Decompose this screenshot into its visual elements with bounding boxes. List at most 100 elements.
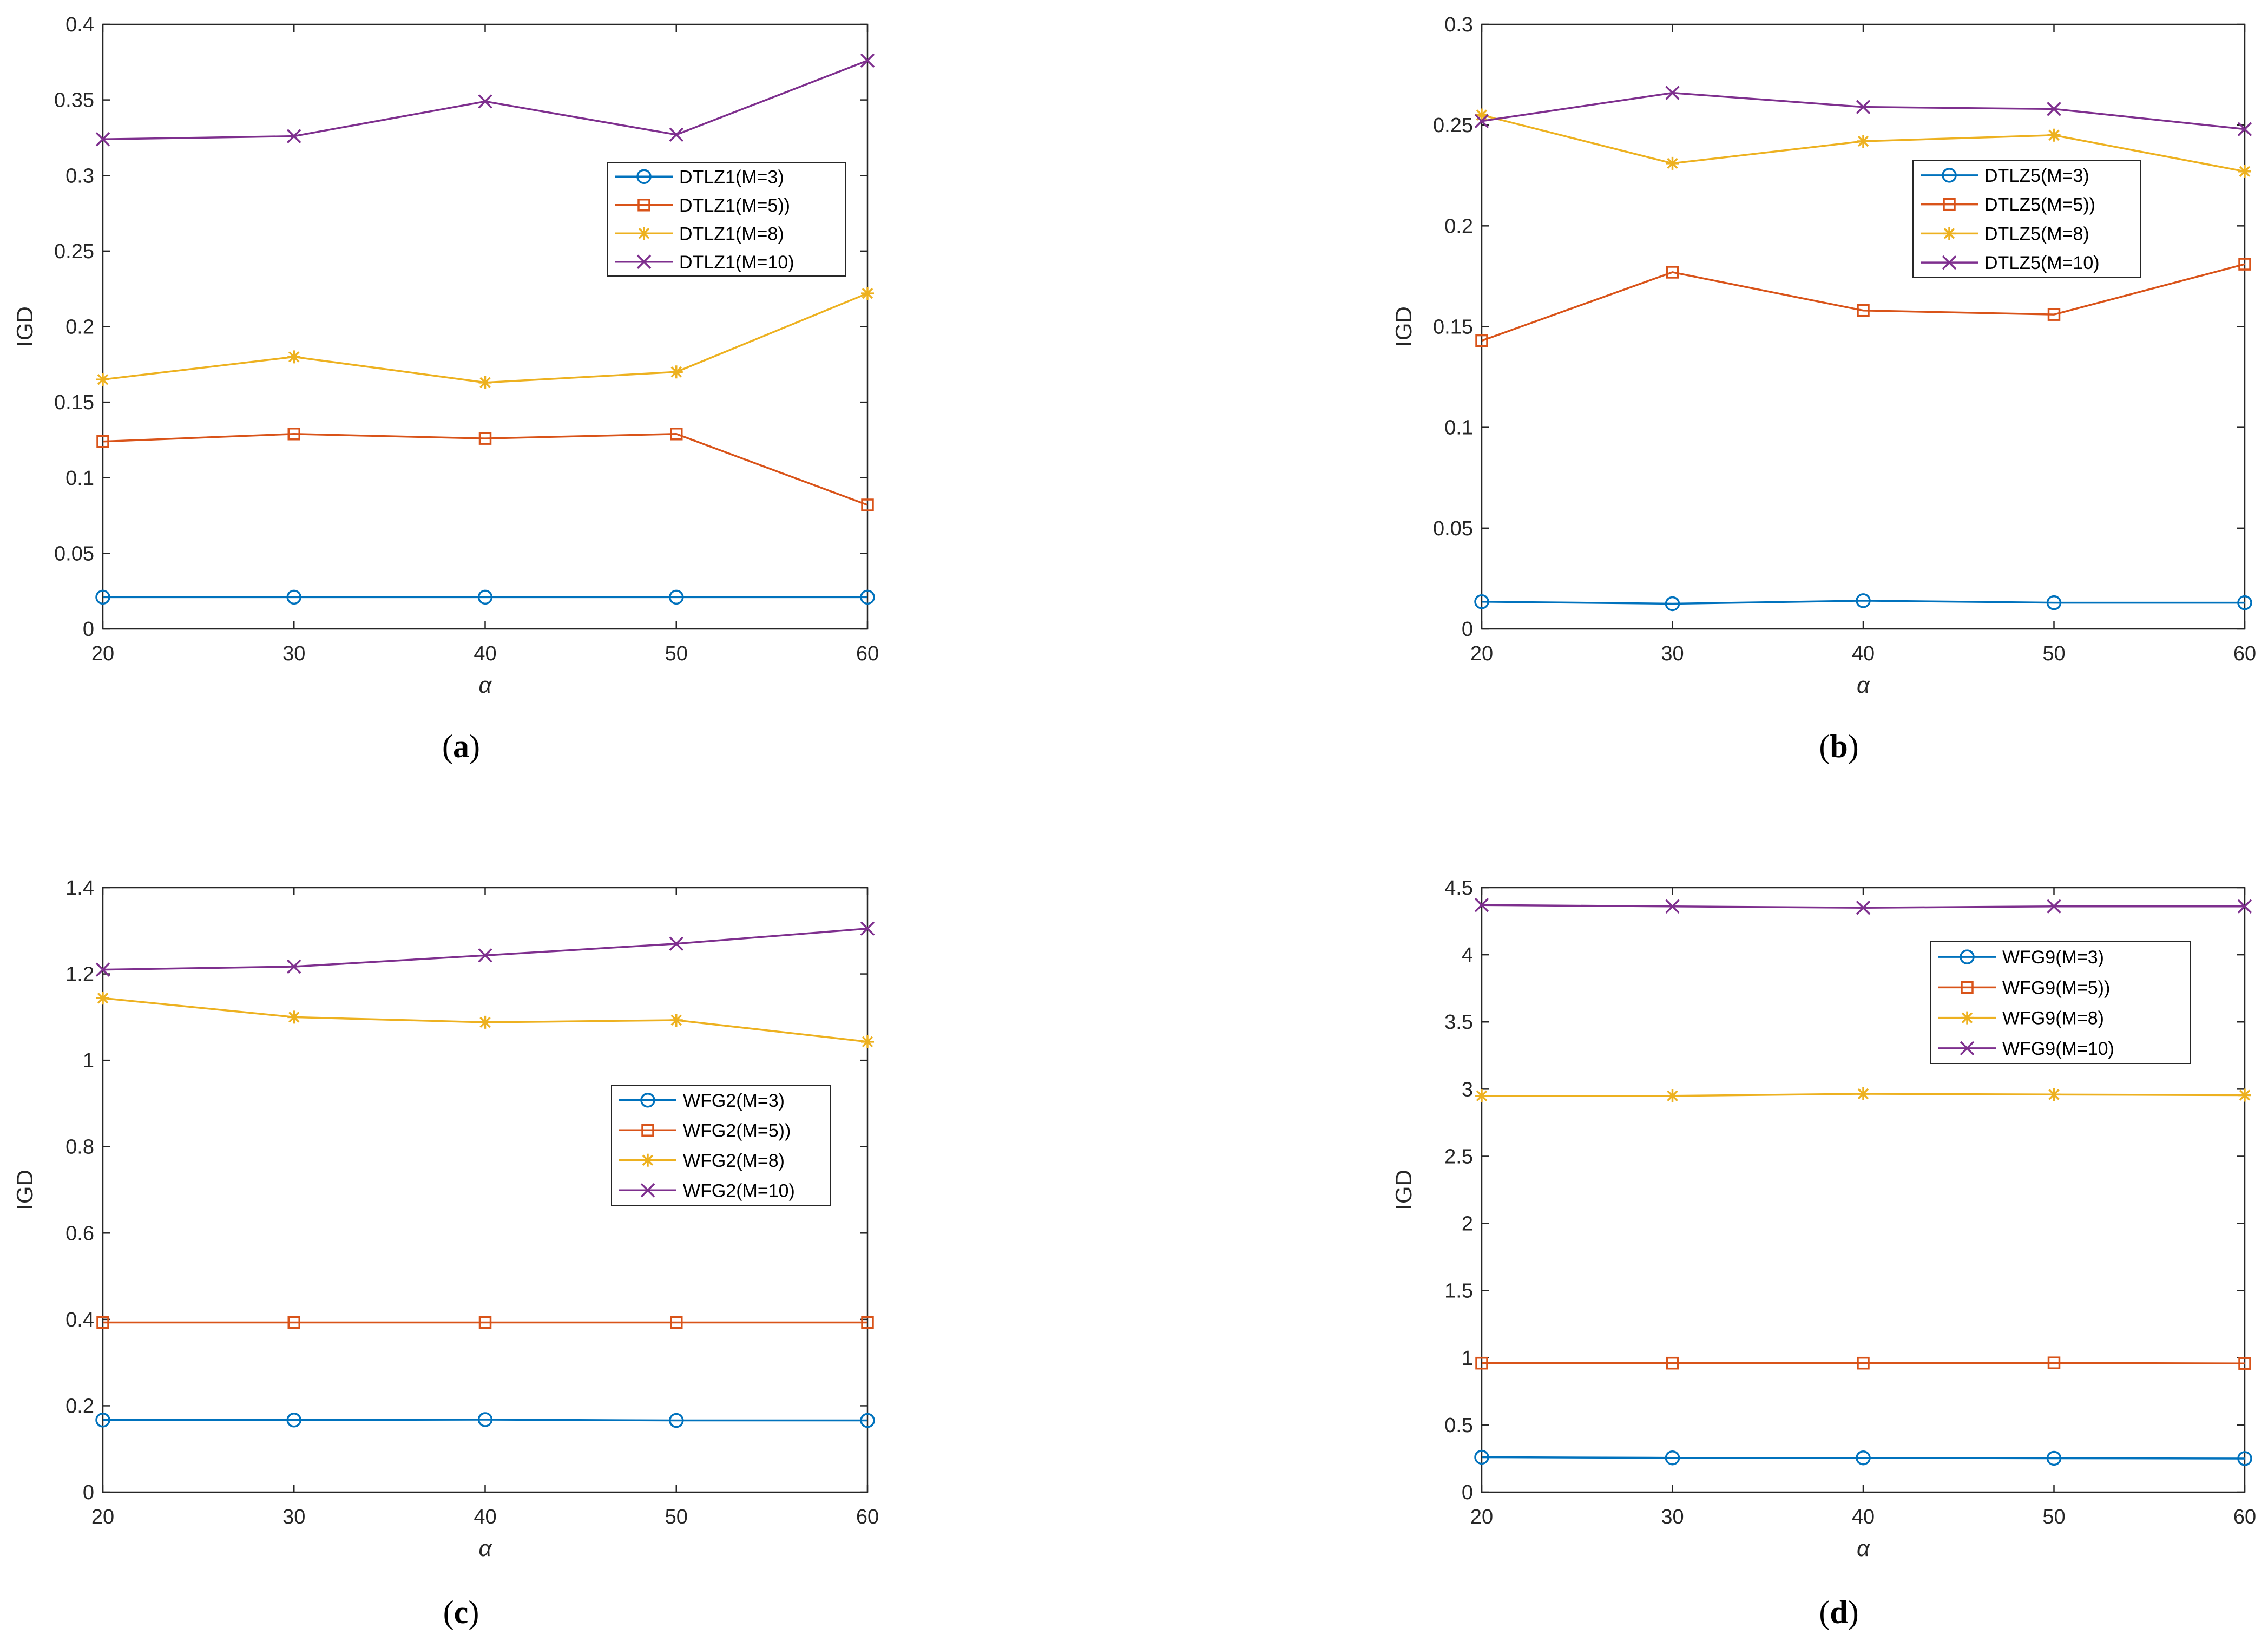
data-point	[96, 1316, 109, 1329]
data-point	[860, 53, 875, 68]
data-point	[1666, 156, 1679, 170]
data-point	[1474, 114, 1489, 128]
caption-a: (a)	[442, 728, 480, 764]
legend-marker	[1960, 949, 1975, 964]
y-tick-label: 1.2	[65, 963, 94, 986]
x-tick-label: 60	[2233, 1506, 2256, 1528]
legend-marker	[1961, 1011, 1974, 1025]
legend-entry: DTLZ1(M=5))	[679, 195, 790, 216]
data-point	[1856, 1450, 1871, 1466]
plot-area-a	[102, 23, 869, 630]
y-tick-label: 0.4	[65, 1309, 94, 1331]
caption-d: (d)	[1819, 1594, 1859, 1630]
data-point	[669, 127, 683, 142]
y-tick-label: 0.1	[1444, 417, 1473, 439]
x-tick-label: 20	[91, 1506, 114, 1528]
x-tick-label: 20	[91, 642, 114, 665]
y-axis-label: IGD	[12, 1170, 37, 1210]
y-tick-label: 1.5	[1444, 1280, 1473, 1303]
series-line-1	[1481, 600, 2245, 605]
legend-entry: DTLZ1(M=8)	[679, 224, 784, 244]
x-tick-label: 60	[2233, 642, 2256, 665]
legend-marker	[1942, 168, 1957, 183]
legend-marker	[641, 1124, 654, 1137]
data-point	[1666, 1089, 1679, 1102]
x-tick-label: 50	[665, 642, 688, 665]
data-point	[669, 589, 684, 605]
data-point	[1666, 1356, 1679, 1370]
y-axis-label: IGD	[1391, 1170, 1416, 1210]
data-point	[2046, 1450, 2062, 1466]
y-tick-label: 0.05	[54, 542, 94, 565]
data-point	[1666, 266, 1679, 279]
data-point	[1475, 108, 1488, 122]
data-point	[477, 1412, 493, 1427]
data-point	[2238, 258, 2251, 271]
data-point	[2237, 122, 2252, 136]
data-point	[860, 921, 875, 936]
data-point	[287, 129, 301, 143]
x-axis-label: α	[479, 672, 492, 698]
legend-entry: WFG2(M=8)	[683, 1151, 785, 1171]
data-point	[670, 428, 683, 441]
y-tick-label: 0	[83, 1481, 94, 1504]
data-point	[1665, 1450, 1680, 1466]
x-tick-label: 60	[856, 642, 879, 665]
data-point	[2047, 308, 2061, 321]
legend-entry: WFG2(M=10)	[683, 1180, 795, 1201]
data-point	[861, 498, 874, 511]
legend-entry: DTLZ5(M=5))	[1984, 195, 2095, 215]
x-tick-label: 20	[1470, 1506, 1493, 1528]
plot-area-b	[1481, 23, 2246, 630]
data-point	[287, 959, 301, 974]
data-point	[670, 1316, 683, 1329]
data-point	[2238, 1357, 2251, 1370]
data-point	[860, 1413, 875, 1428]
y-tick-label: 1	[1462, 1347, 1473, 1370]
data-point	[478, 1316, 492, 1329]
caption-d-label: d	[1830, 1594, 1848, 1630]
legend-marker	[1961, 981, 1974, 994]
data-point	[669, 1013, 683, 1027]
legend-entry: WFG9(M=8)	[2002, 1008, 2104, 1029]
y-tick-label: 0.25	[54, 240, 94, 263]
legend-marker	[637, 199, 650, 212]
legend-marker	[1942, 255, 1957, 270]
series-line-2	[102, 433, 868, 506]
series-line-1	[103, 1419, 867, 1422]
caption-b-label: b	[1830, 728, 1848, 764]
x-tick-label: 40	[1852, 642, 1875, 665]
legend-entry: WFG9(M=5))	[2002, 977, 2110, 998]
data-point	[861, 1035, 874, 1048]
caption-b: (b)	[1819, 728, 1859, 764]
legend-box-d	[1930, 941, 2191, 1064]
y-tick-label: 0.6	[65, 1222, 94, 1245]
data-point	[287, 428, 300, 441]
data-point	[1665, 596, 1680, 612]
y-tick-label: 0.5	[1444, 1414, 1473, 1437]
caption-a-label: a	[453, 728, 469, 764]
x-tick-label: 50	[665, 1506, 688, 1528]
data-point	[287, 1010, 301, 1024]
y-tick-label: 3	[1462, 1078, 1473, 1101]
y-tick-label: 0	[83, 618, 94, 641]
data-point	[669, 365, 683, 379]
data-point	[1856, 100, 1871, 114]
series-line-1	[1481, 1456, 2245, 1460]
legend-marker	[640, 1093, 655, 1108]
y-tick-label: 0.1	[65, 467, 94, 490]
data-point	[1665, 899, 1680, 914]
data-point	[287, 1316, 300, 1329]
y-tick-label: 1	[83, 1049, 94, 1072]
legend-box-b	[1912, 160, 2141, 278]
legend-entry: DTLZ5(M=10)	[1984, 253, 2100, 273]
series-line-2	[1481, 263, 2245, 342]
legend-entry: WFG2(M=5))	[683, 1120, 791, 1141]
legend-entry: WFG9(M=3)	[2002, 947, 2104, 968]
x-axis-label: α	[479, 1535, 492, 1561]
data-point	[96, 435, 109, 448]
y-tick-label: 0.3	[1444, 14, 1473, 36]
y-tick-label: 0.2	[1444, 215, 1473, 238]
y-axis-label: IGD	[1391, 306, 1416, 347]
